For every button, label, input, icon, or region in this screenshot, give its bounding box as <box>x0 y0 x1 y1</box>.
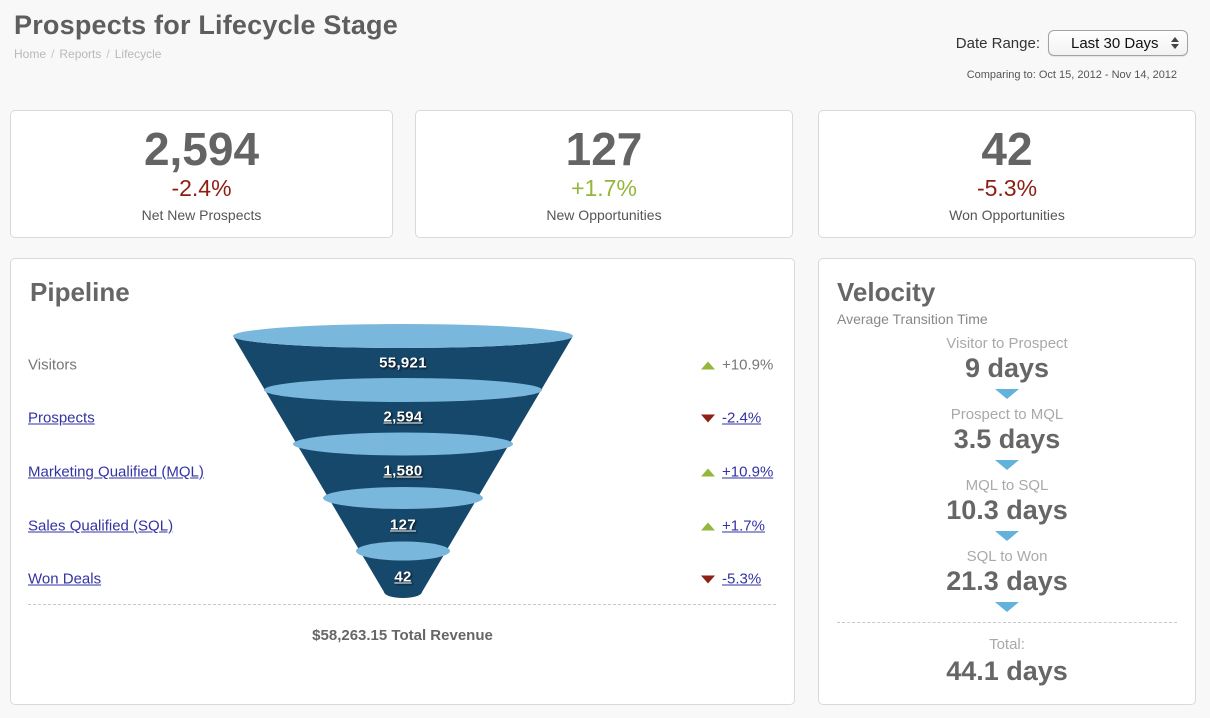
stage-delta-link[interactable]: -5.3% <box>722 570 762 588</box>
stat-label: Net New Prospects <box>141 206 262 223</box>
funnel-cone-body <box>233 336 573 598</box>
down-triangle-icon <box>701 575 715 583</box>
velocity-panel: Velocity Average Transition Time Visitor… <box>818 258 1196 705</box>
stage-label-visitors: Visitors <box>28 356 77 374</box>
breadcrumb-item-reports[interactable]: Reports <box>46 47 101 61</box>
stat-value: 42 <box>981 123 1033 176</box>
select-stepper-icon <box>1171 37 1179 49</box>
date-range-block: Date Range: Last 30 Days Comparing to: O… <box>956 30 1188 81</box>
stat-delta: +1.7% <box>571 174 637 201</box>
funnel-tier-5-top <box>356 541 450 561</box>
down-arrow-icon <box>995 531 1019 541</box>
page-header: Prospects for Lifecycle Stage Home Repor… <box>14 10 398 61</box>
breadcrumb-item-home[interactable]: Home <box>14 47 47 61</box>
down-arrow-icon <box>995 389 1019 399</box>
stage-label-won-deals[interactable]: Won Deals <box>28 570 102 588</box>
funnel-tier-3-top <box>293 432 513 456</box>
comparing-period-text: Comparing to: Oct 15, 2012 - Nov 14, 201… <box>966 69 1178 81</box>
velocity-steps: Visitor to Prospect 9 days Prospect to M… <box>819 335 1195 619</box>
stage-label-sql[interactable]: Sales Qualified (SQL) <box>28 517 174 535</box>
stage-delta-prospects: -2.4% <box>701 410 761 427</box>
stat-label: New Opportunities <box>546 206 662 223</box>
funnel-tier-2-top <box>264 378 542 402</box>
down-arrow-icon <box>995 602 1019 612</box>
velocity-step-value: 9 days <box>964 353 1050 383</box>
velocity-step-value: 3.5 days <box>953 424 1061 454</box>
stage-delta-mql: +10.9% <box>701 464 773 481</box>
up-triangle-icon <box>701 468 715 476</box>
stage-delta-link[interactable]: +10.9% <box>722 463 774 481</box>
stat-value: 2,594 <box>143 123 260 176</box>
velocity-step-label: Visitor to Prospect <box>946 335 1068 352</box>
breadcrumb-item-lifecycle[interactable]: Lifecycle <box>101 47 162 61</box>
velocity-step-label: SQL to Won <box>966 548 1048 565</box>
stage-delta-won-deals: -5.3% <box>701 571 761 588</box>
velocity-subtitle: Average Transition Time <box>837 311 988 327</box>
pipeline-separator <box>28 604 776 605</box>
stage-delta-link[interactable]: -2.4% <box>722 409 762 427</box>
down-arrow-icon <box>995 460 1019 470</box>
velocity-separator <box>837 622 1177 623</box>
velocity-step-label: Prospect to MQL <box>950 406 1064 423</box>
stat-label: Won Opportunities <box>949 206 1065 223</box>
down-triangle-icon <box>701 414 715 422</box>
velocity-step-value: 21.3 days <box>946 566 1068 596</box>
stage-value-won-deals[interactable]: 42 <box>394 568 412 586</box>
up-triangle-icon <box>701 361 715 369</box>
stage-value-mql[interactable]: 1,580 <box>383 462 423 480</box>
stage-delta-link[interactable]: +1.7% <box>722 517 765 535</box>
velocity-step-value: 10.3 days <box>946 495 1068 525</box>
velocity-title: Velocity <box>837 277 936 307</box>
stage-delta-sql: +1.7% <box>701 518 765 535</box>
date-range-select[interactable]: Last 30 Days <box>1048 30 1188 56</box>
stage-label-mql[interactable]: Marketing Qualified (MQL) <box>28 463 204 481</box>
stat-card-new-opportunities: 127 +1.7% New Opportunities <box>415 110 793 238</box>
stage-value-visitors: 55,921 <box>379 354 427 372</box>
pipeline-title: Pipeline <box>30 277 130 307</box>
velocity-total: Total: 44.1 days <box>819 635 1195 687</box>
funnel-tier-4-top <box>323 487 483 509</box>
date-range-selected-value: Last 30 Days <box>1071 34 1159 52</box>
stage-label-prospects[interactable]: Prospects <box>28 409 95 427</box>
stat-delta: -5.3% <box>976 174 1038 201</box>
velocity-total-value: 44.1 days <box>946 656 1068 686</box>
page-title: Prospects for Lifecycle Stage <box>14 10 398 40</box>
stat-card-net-new-prospects: 2,594 -2.4% Net New Prospects <box>10 110 393 238</box>
stage-delta-text: +10.9% <box>722 356 774 374</box>
breadcrumb: Home Reports Lifecycle <box>14 47 398 61</box>
stage-delta-visitors: +10.9% <box>701 357 773 374</box>
stat-card-won-opportunities: 42 -5.3% Won Opportunities <box>818 110 1196 238</box>
total-revenue-text: $58,263.15 Total Revenue <box>312 627 493 644</box>
stage-value-prospects[interactable]: 2,594 <box>383 408 423 426</box>
velocity-step-label: MQL to SQL <box>965 477 1049 494</box>
velocity-total-label: Total: <box>989 636 1025 653</box>
up-triangle-icon <box>701 522 715 530</box>
pipeline-funnel-chart <box>233 324 573 598</box>
stat-value: 127 <box>565 123 643 176</box>
pipeline-panel: Pipeline Visitors Prospects Marketing Qu… <box>10 258 795 705</box>
stage-value-sql[interactable]: 127 <box>390 516 416 534</box>
stat-delta: -2.4% <box>171 174 232 201</box>
date-range-label: Date Range: <box>955 34 1040 52</box>
funnel-tier-1-top <box>233 324 573 348</box>
